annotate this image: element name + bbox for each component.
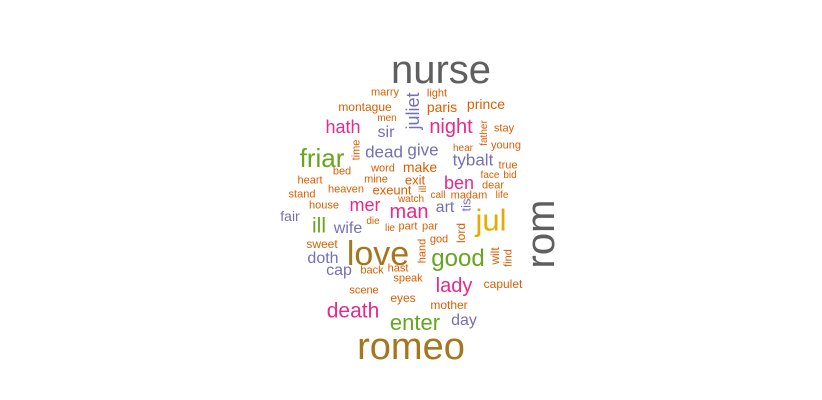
word-make: make (402, 159, 438, 175)
word-die: die (366, 216, 380, 227)
word-stand: stand (288, 188, 316, 201)
word-call: call (430, 190, 446, 201)
word-find: find (502, 249, 515, 267)
word-heart: heart (297, 174, 323, 187)
word-give: give (407, 140, 439, 160)
word-true: true (498, 159, 518, 172)
word-heaven: heaven (327, 183, 365, 196)
word-friar: friar (299, 143, 345, 173)
word-par: par (422, 220, 438, 233)
word-man: man (389, 201, 429, 223)
word-capulet: capulet (483, 277, 523, 291)
word-good: good (431, 245, 485, 272)
word-scene: scene (349, 284, 379, 297)
word-dead: dead (365, 142, 403, 162)
word-rom: rom (519, 199, 563, 269)
word-montague: montague (338, 100, 392, 114)
word-life: life (495, 190, 509, 201)
word-marry: marry (370, 86, 400, 99)
word-stay: stay (493, 122, 515, 135)
word-madam: madam (450, 189, 488, 202)
word-watch: watch (397, 194, 425, 205)
word-house: house (309, 199, 339, 212)
word-hast: hast (387, 262, 409, 275)
word-speak: speak (393, 272, 423, 285)
word-ill-large: ill (312, 214, 326, 238)
word-juliet: juliet (403, 92, 423, 130)
word-mer: mer (349, 195, 381, 215)
word-word: word (371, 162, 395, 175)
word-fair: fair (280, 208, 300, 224)
word-hear: hear (452, 143, 474, 154)
word-part: part (398, 220, 418, 233)
word-exit: exit (404, 172, 426, 188)
word-hand: hand (416, 238, 429, 264)
word-art: art (435, 199, 455, 216)
word-enter: enter (389, 310, 441, 335)
word-doth: doth (307, 250, 339, 267)
word-paris: paris (426, 99, 458, 115)
word-sweet: sweet (306, 237, 338, 251)
word-bid: bid (503, 170, 517, 181)
word-ben: ben (443, 173, 475, 193)
word-romeo: romeo (357, 326, 465, 368)
word-eyes: eyes (390, 291, 416, 305)
word-lady: lady (435, 275, 473, 297)
word-prince: prince (466, 96, 506, 112)
word-lie: lie (384, 223, 396, 234)
word-death: death (326, 299, 380, 323)
word-cap: cap (326, 262, 352, 279)
word-dear: dear (481, 179, 505, 192)
word-night: night (429, 116, 473, 138)
word-back: back (360, 264, 384, 277)
word-tybalt: tybalt (452, 150, 494, 170)
word-god: god (429, 233, 449, 246)
word-ill-small: ill (418, 185, 429, 193)
word-hath: hath (325, 117, 361, 137)
word-jul: jul (475, 202, 507, 238)
word-men: men (377, 113, 397, 124)
word-time: time (350, 139, 363, 161)
word-mine: mine (364, 173, 388, 186)
word-young: young (491, 139, 521, 152)
word-face: face (480, 170, 500, 181)
word-mother: mother (430, 298, 468, 312)
word-father: father (479, 120, 490, 146)
word-wilt: wilt (488, 247, 502, 265)
word-love: love (346, 235, 410, 273)
word-exeunt: exeunt (372, 182, 412, 198)
word-wife: wife (333, 220, 363, 237)
word-sir: sir (377, 124, 395, 141)
word-bed: bed (332, 165, 352, 178)
word-nurse: nurse (390, 48, 492, 92)
word-light: light (426, 87, 448, 100)
word-day: day (451, 312, 477, 329)
word-lord: lord (454, 222, 468, 244)
